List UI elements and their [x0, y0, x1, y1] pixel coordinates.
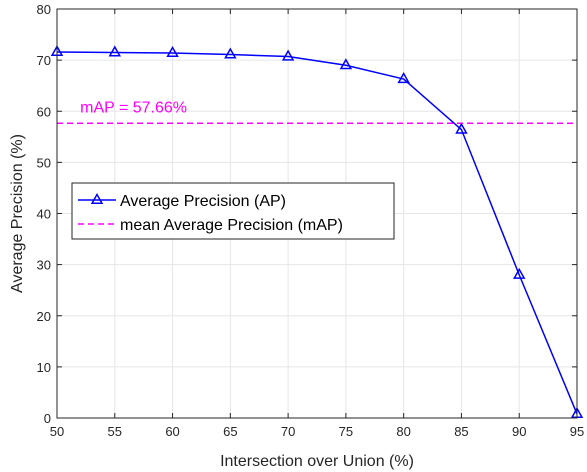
x-tick-label: 85 — [454, 424, 468, 439]
x-tick-label: 80 — [396, 424, 410, 439]
x-tick-label: 70 — [281, 424, 295, 439]
x-tick-label: 50 — [50, 424, 64, 439]
ap-point — [281, 49, 295, 61]
x-tick-label: 75 — [339, 424, 353, 439]
series-layer — [50, 44, 584, 418]
axes — [56, 8, 578, 419]
x-tick-label: 60 — [165, 424, 179, 439]
legend: Average Precision (AP) mean Average Prec… — [71, 182, 395, 240]
x-tick-label: 55 — [108, 424, 122, 439]
y-tick-label: 60 — [37, 104, 51, 119]
x-tick-label: 95 — [570, 424, 584, 439]
legend-label-map: mean Average Precision (mAP) — [120, 217, 343, 234]
y-tick-label: 70 — [37, 53, 51, 68]
ap-point — [512, 267, 526, 279]
ap-point — [397, 72, 410, 84]
y-axis-label: Average Precision (%) — [9, 134, 26, 293]
ap-point — [339, 58, 353, 70]
ap-series-line — [56, 51, 578, 415]
y-tick-label: 0 — [44, 411, 51, 426]
tick-labels: 50 55 60 65 70 75 80 85 90 95 0 10 20 30 40 50 60 70 80 — [37, 2, 585, 439]
legend-marks — [78, 192, 116, 225]
map-annotation: mAP = 57.66% — [80, 100, 187, 117]
legend-box — [71, 182, 395, 240]
ap-point — [455, 122, 468, 134]
y-tick-label: 80 — [37, 2, 51, 17]
x-tick-label: 90 — [512, 424, 526, 439]
ap-point — [166, 45, 179, 58]
x-tick-label: 65 — [223, 424, 237, 439]
y-tick-label: 50 — [37, 155, 51, 170]
y-tick-label: 20 — [37, 309, 51, 324]
ap-point — [108, 45, 122, 57]
x-axis-label: Intersection over Union (%) — [220, 453, 414, 470]
legend-label-ap: Average Precision (AP) — [120, 193, 286, 210]
legend-marker-ap — [90, 192, 104, 205]
y-tick-label: 30 — [37, 258, 51, 273]
grid — [57, 9, 577, 418]
y-tick-label: 40 — [37, 207, 51, 222]
ap-point — [224, 47, 237, 59]
y-tick-label: 10 — [37, 360, 51, 375]
